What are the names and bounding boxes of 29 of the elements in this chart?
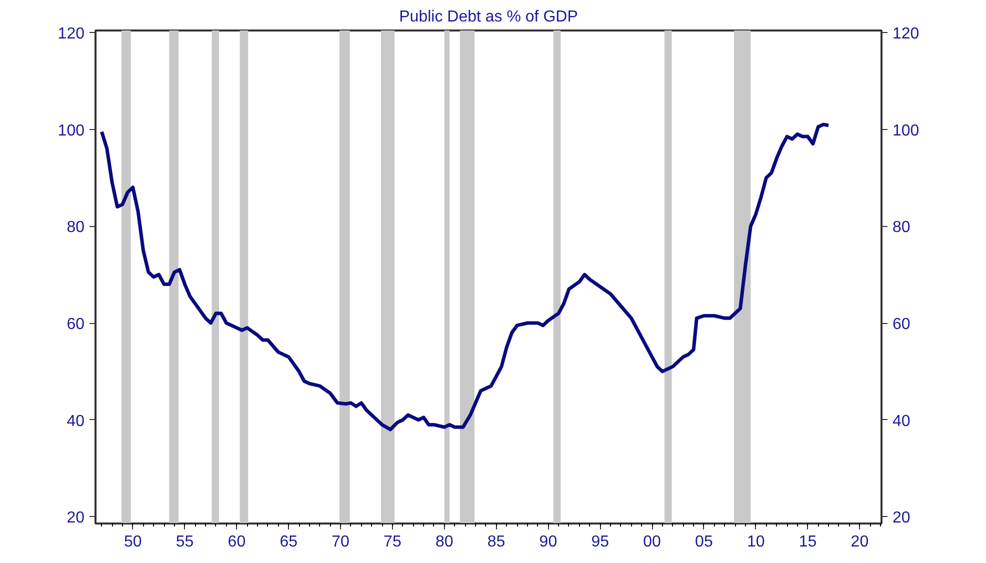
y2-tick-label: 100 <box>892 122 920 140</box>
x-tick-label: 00 <box>643 534 662 550</box>
y-tick-label: 20 <box>66 510 85 527</box>
line-series <box>100 122 830 432</box>
x-tick-label: 15 <box>798 534 817 550</box>
y-tick-label: 100 <box>58 122 85 140</box>
y2-tick-label: 80 <box>892 219 910 236</box>
x-tick-label: 95 <box>591 534 610 550</box>
y-tick-label: 40 <box>66 412 85 430</box>
y2-tick-label: 60 <box>892 316 910 334</box>
x-tick-label: 80 <box>435 534 454 550</box>
x-tick-label: 70 <box>332 534 350 550</box>
x-tick-label: 90 <box>539 534 558 550</box>
x-tick-label: 55 <box>176 534 194 550</box>
y-tick-label: 120 <box>58 25 85 42</box>
x-tick-label: 65 <box>280 534 298 550</box>
x-tick-label: 20 <box>850 534 869 550</box>
y-tick-label: 60 <box>66 316 85 334</box>
x-tick-label: 85 <box>487 534 506 550</box>
x-tick-label: 75 <box>384 534 402 550</box>
y2-tick-label: 120 <box>892 25 920 42</box>
x-tick-label: 05 <box>695 534 713 550</box>
x-tick-label: 50 <box>124 534 142 550</box>
x-tick-label: 10 <box>746 534 765 550</box>
y-tick-label: 80 <box>66 219 85 236</box>
chart-title: Public Debt as % of GDP <box>399 8 578 26</box>
y2-tick-label: 20 <box>892 510 910 527</box>
y2-tick-label: 40 <box>892 412 910 430</box>
x-tick-label: 60 <box>228 534 246 550</box>
